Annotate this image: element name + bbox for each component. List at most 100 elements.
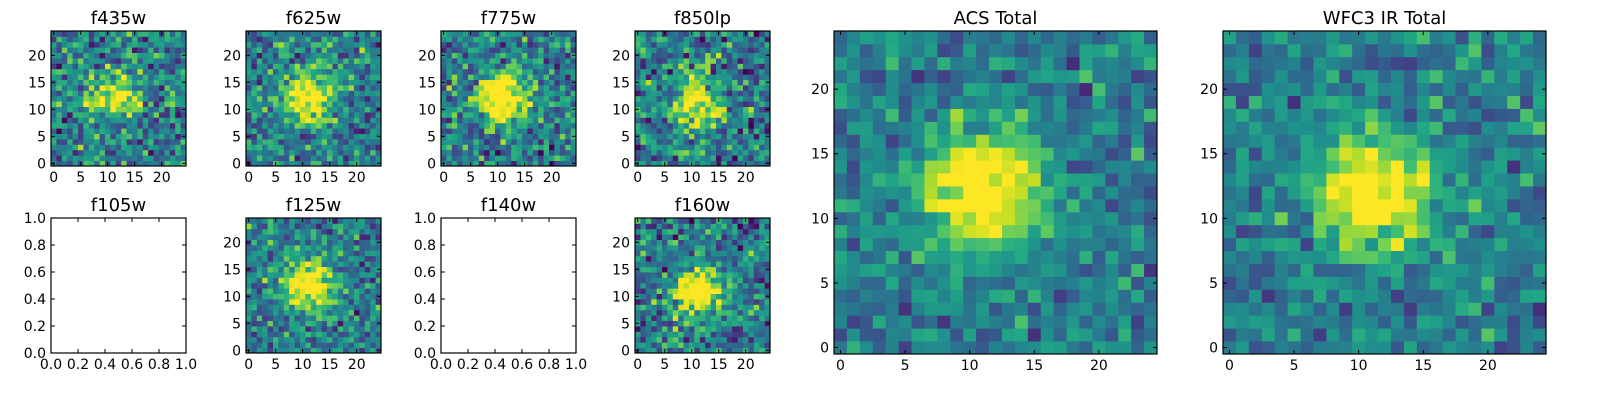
heatmap-cell [321,63,328,70]
heatmap-cell [283,52,290,59]
heatmap-cell [364,52,371,59]
heatmap-cell [159,106,165,113]
heatmap-cell [305,36,312,43]
heatmap-cell [251,315,258,321]
heatmap-cell [764,331,771,338]
y-tick-label: 0.6 [24,265,46,281]
heatmap-cell [667,117,674,124]
heatmap-cell [251,41,258,48]
heatmap-cell [78,68,84,75]
heatmap-cell [694,31,701,37]
heatmap-cell [710,228,717,235]
heatmap-cell [1001,31,1016,45]
heatmap-cell [645,288,652,294]
heatmap-cell [332,288,339,294]
heatmap-cell [294,139,301,145]
heatmap-cell [527,63,534,70]
heatmap-cell [256,160,263,167]
heatmap-cell [375,272,382,278]
heatmap-cell [262,85,268,91]
heatmap-cell [753,160,760,167]
heatmap-cell [283,309,290,316]
heatmap-cell [1429,198,1444,213]
heatmap-cell [273,117,279,124]
heatmap-cell [251,309,258,316]
heatmap-cell [645,68,652,75]
axes-frame [50,217,187,354]
heatmap-cell [72,155,79,161]
heatmap-cell [1014,315,1029,329]
heatmap-cell [924,237,938,252]
heatmap-cell [543,63,550,70]
heatmap-cell [549,63,555,70]
heatmap-cell [511,90,517,97]
heatmap-cell [1494,198,1508,213]
heatmap-cell [678,85,684,91]
heatmap-cell [289,347,295,354]
heatmap-cell [321,128,328,134]
heatmap-cell [522,52,528,59]
heatmap-cell [645,320,652,327]
heatmap-cell [726,90,733,97]
heatmap-cell [305,90,312,97]
heatmap-cell [332,234,339,240]
heatmap-cell [289,122,295,129]
heatmap-cell [737,331,744,338]
heatmap-cell [332,320,339,327]
heatmap-cell [522,47,528,53]
heatmap-cell [1105,198,1119,213]
heatmap-cell [834,237,848,252]
heatmap-cell [294,234,301,240]
heatmap-cell [164,117,171,124]
heatmap-cell [726,304,733,311]
heatmap-cell [327,41,333,48]
heatmap-cell [898,56,912,71]
heatmap-cell [283,36,290,43]
heatmap-cell [441,128,447,134]
heatmap-cell [446,63,453,70]
heatmap-cell [651,63,657,70]
heatmap-cell [834,211,848,226]
heatmap-cell [753,101,760,107]
heatmap-cell [522,63,528,70]
heatmap-cell [516,117,523,124]
heatmap-cell [651,36,657,43]
heatmap-cell [1092,95,1106,109]
heatmap-cell [132,95,138,102]
heatmap-cell [672,63,679,70]
heatmap-cell [645,282,652,289]
heatmap-cell [348,101,355,107]
heatmap-cell [950,224,964,239]
heatmap-cell [743,293,749,300]
heatmap-cell [88,47,95,53]
heatmap-cell [672,41,679,48]
heatmap-cell [726,41,733,48]
heatmap-cell [473,149,480,156]
heatmap-cell [1300,237,1314,252]
heatmap-cell [364,234,371,240]
heatmap-cell [937,289,951,303]
heatmap-cell [743,228,749,235]
heatmap-cell [262,255,268,262]
heatmap-cell [343,250,349,257]
heatmap-cell [662,331,668,338]
heatmap-cell [375,245,382,251]
heatmap-cell [898,173,912,187]
heatmap-cell [354,320,360,327]
heatmap-cell [462,155,469,161]
heatmap-cell [989,198,1003,213]
heatmap-cell [1001,43,1016,58]
heatmap-cell [300,282,306,289]
heatmap-cell [1326,250,1340,264]
heatmap-cell [565,90,571,97]
heatmap-cell [721,309,728,316]
heatmap-cell [549,112,555,118]
heatmap-cell [364,144,371,151]
heatmap-cell [256,261,263,267]
heatmap-cell [99,95,106,102]
heatmap-cell [327,288,333,294]
heatmap-cell [672,95,679,102]
heatmap-cell [753,52,760,59]
heatmap-cell [656,85,663,91]
heatmap-cell [354,128,360,134]
